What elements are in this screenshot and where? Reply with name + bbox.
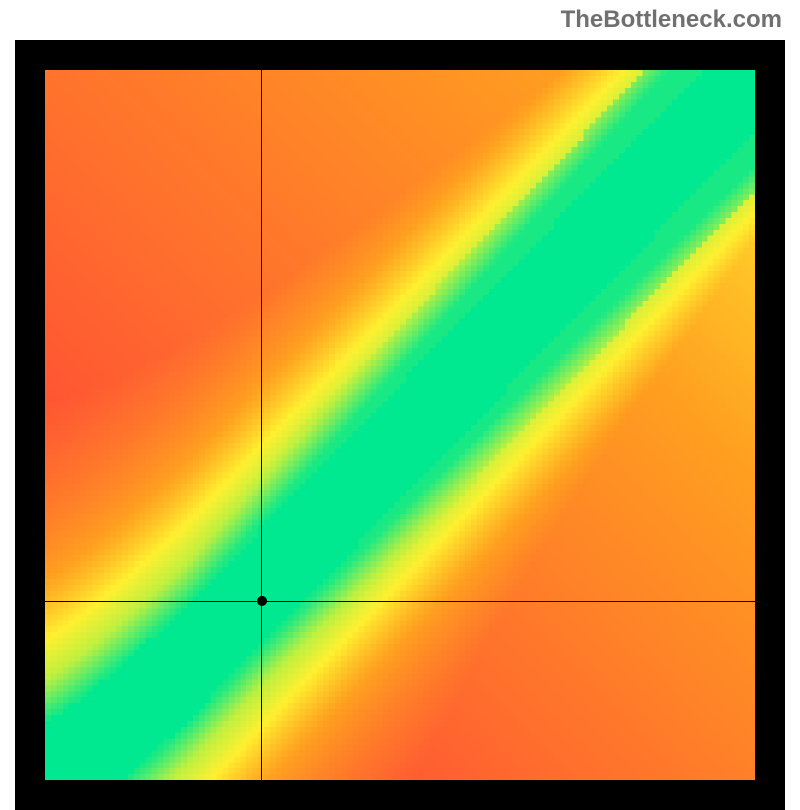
plot-border <box>15 40 785 810</box>
watermark-text: TheBottleneck.com <box>561 6 782 34</box>
crosshair-horizontal <box>45 601 755 602</box>
root-container: TheBottleneck.com <box>0 0 800 800</box>
heatmap-canvas <box>45 70 755 780</box>
crosshair-vertical <box>261 70 262 780</box>
